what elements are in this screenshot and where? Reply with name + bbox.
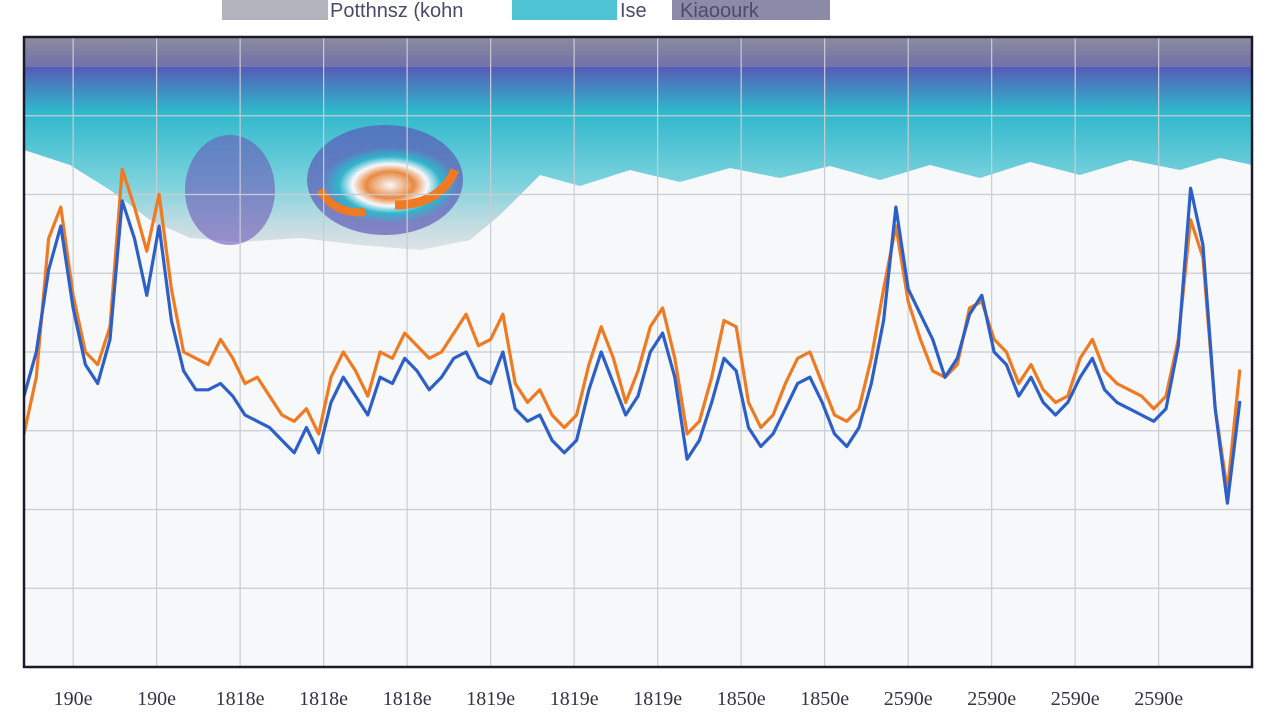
x-tick-label: 1818e [216,688,265,710]
series-layer [24,167,1242,505]
legend-swatch-1 [222,0,328,20]
legend: Potthnsz (kohn Ise Kiaoourk [222,0,830,22]
x-tick-label: 190e [54,688,93,710]
x-tick-label: 1819e [633,688,682,710]
x-tick-label: 2590e [1134,688,1183,710]
x-tick-label: 2590e [967,688,1016,710]
x-tick-label: 1850e [717,688,766,710]
legend-swatch-3 [672,0,830,20]
x-tick-label: 1850e [800,688,849,710]
x-tick-label: 2590e [884,688,933,710]
x-tick-label: 1819e [466,688,515,710]
legend-label-1: Potthnsz (kohn [330,0,463,22]
x-tick-label: 1818e [299,688,348,710]
x-axis-ticks: 190e 190e 1818e 1818e 1818e 1819e 1819e 1819e 18… [54,688,1184,710]
x-tick-label: 1819e [550,688,599,710]
x-tick-label: 1818e [383,688,432,710]
heatmap-band [24,37,1252,250]
legend-label-3: Kiaoourk [680,0,760,22]
legend-label-2: Ise [620,0,647,22]
plot-border [22,35,1254,669]
legend-swatch-2 [512,0,617,20]
series-line-2 [24,186,1242,505]
x-tick-label: 190e [137,688,176,710]
series-line-1 [24,167,1242,493]
x-tick-label: 2590e [1051,688,1100,710]
